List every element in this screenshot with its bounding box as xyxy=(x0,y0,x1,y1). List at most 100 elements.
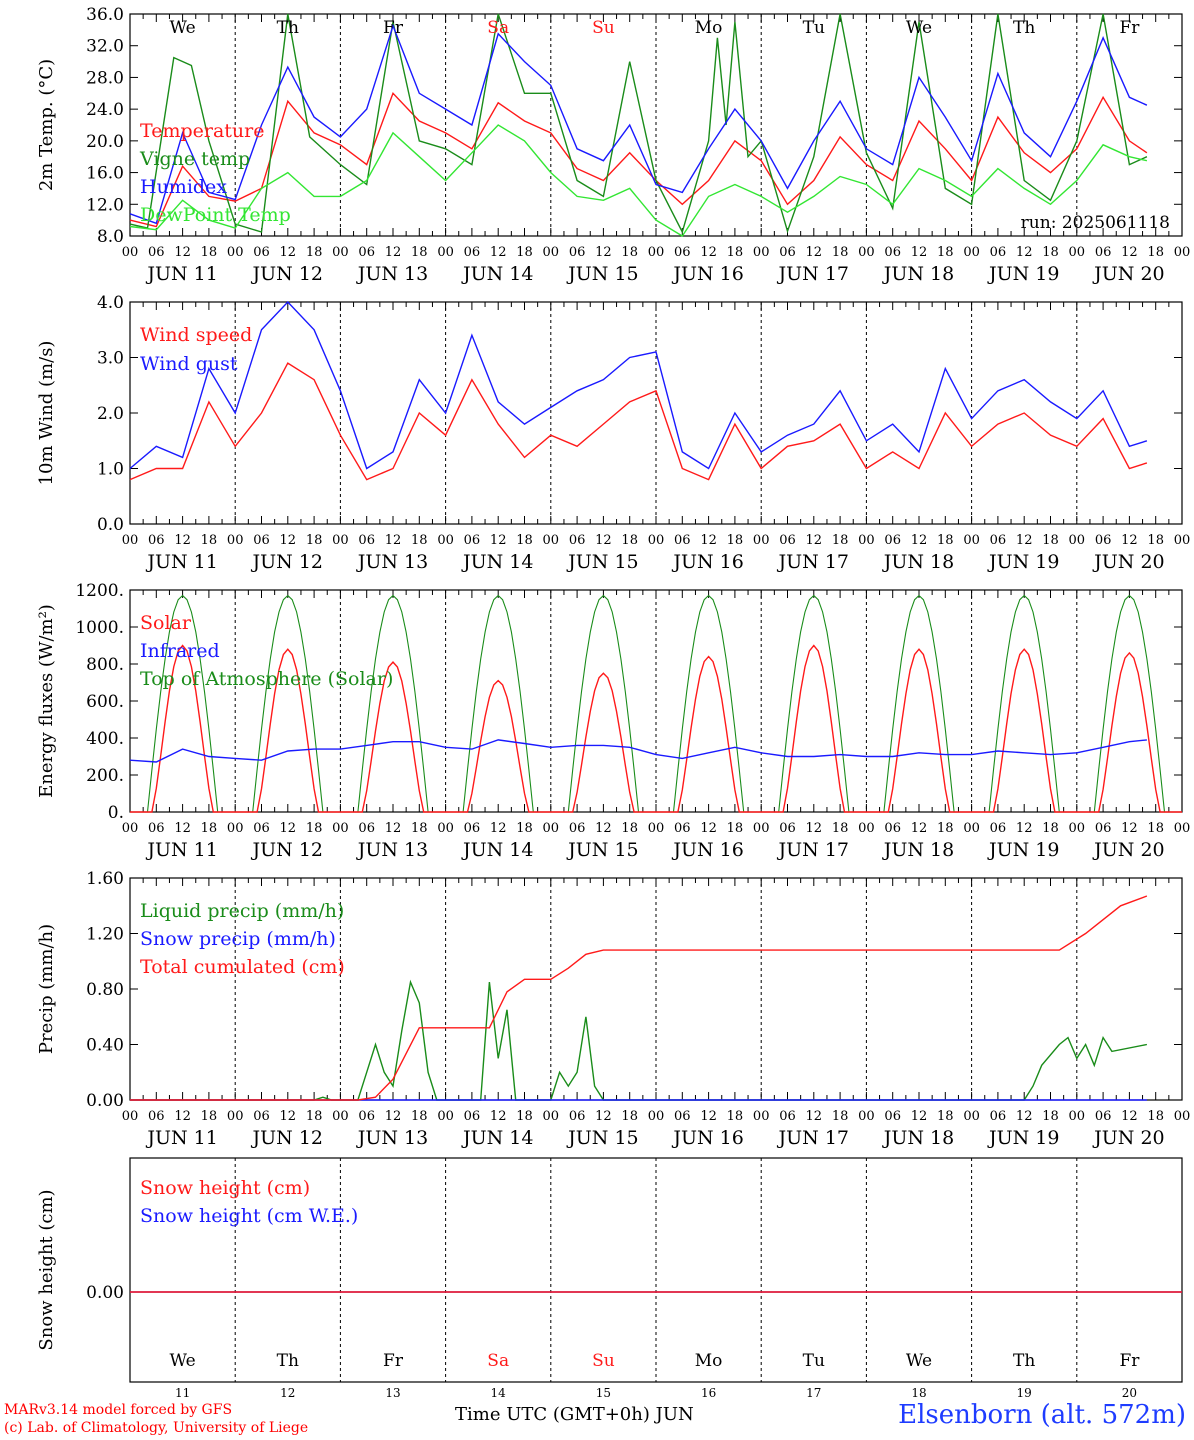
hour-tick-label: 06 xyxy=(884,821,901,836)
hour-tick-label: 18 xyxy=(411,1109,428,1124)
hour-tick-label: 18 xyxy=(411,245,428,260)
day-number-label: 20 xyxy=(1122,1386,1137,1400)
hour-tick-label: 12 xyxy=(911,533,928,548)
hour-tick-label: 18 xyxy=(201,1109,218,1124)
hour-tick-label: 00 xyxy=(122,1109,139,1124)
weekday-label: Fr xyxy=(383,18,404,38)
hour-tick-label: 00 xyxy=(963,821,980,836)
hour-tick-label: 06 xyxy=(148,821,165,836)
y-tick-label: 800. xyxy=(86,655,124,675)
hour-tick-label: 12 xyxy=(700,1109,717,1124)
hour-tick-label: 12 xyxy=(806,821,823,836)
y-tick-label: 12.0 xyxy=(86,195,124,215)
legend-entry: Solar xyxy=(140,612,192,634)
hour-tick-label: 12 xyxy=(385,821,402,836)
hour-tick-label: 06 xyxy=(569,1109,586,1124)
hour-tick-label: 18 xyxy=(621,533,638,548)
date-label: JUN 15 xyxy=(566,263,638,285)
weekday-label: Tu xyxy=(803,1351,825,1371)
hour-tick-label: 18 xyxy=(1042,821,1059,836)
date-label: JUN 16 xyxy=(671,263,743,285)
y-tick-label: 20.0 xyxy=(86,132,124,152)
hour-tick-label: 06 xyxy=(569,245,586,260)
hour-tick-label: 00 xyxy=(122,821,139,836)
hour-tick-label: 00 xyxy=(648,821,665,836)
legend-entry: DewPoint Temp xyxy=(140,204,291,226)
hour-tick-label: 12 xyxy=(280,1109,297,1124)
hour-tick-label: 00 xyxy=(227,821,244,836)
y-tick-label: 1000. xyxy=(75,618,124,638)
hour-tick-label: 18 xyxy=(621,821,638,836)
day-number-label: 17 xyxy=(806,1386,821,1400)
hour-tick-label: 18 xyxy=(937,821,954,836)
date-label: JUN 17 xyxy=(777,1127,849,1149)
time-axis-title: Time UTC (GMT+0h) xyxy=(455,1404,650,1425)
hour-tick-label: 12 xyxy=(385,245,402,260)
weekday-label: We xyxy=(906,18,932,38)
hour-tick-label: 06 xyxy=(358,533,375,548)
weekday-label: Sa xyxy=(487,1351,509,1371)
y-tick-label: 32.0 xyxy=(86,37,124,57)
date-label: JUN 13 xyxy=(356,1127,428,1149)
hour-tick-label: 06 xyxy=(253,533,270,548)
hour-tick-label: 18 xyxy=(516,1109,533,1124)
hour-tick-label: 00 xyxy=(437,245,454,260)
hour-tick-label: 12 xyxy=(806,245,823,260)
hour-tick-label: 18 xyxy=(306,245,323,260)
total-cumulated-cm--line xyxy=(130,895,1148,1101)
hour-tick-label: 18 xyxy=(516,821,533,836)
hour-tick-label: 00 xyxy=(122,245,139,260)
wind-gust-line xyxy=(129,300,1148,470)
day-number-label: 13 xyxy=(385,1386,400,1400)
date-label: JUN 11 xyxy=(145,263,217,285)
run-annotation: run: 2025061118 xyxy=(1021,213,1170,233)
hour-tick-label: 18 xyxy=(201,245,218,260)
legend-entry: Snow precip (mm/h) xyxy=(140,928,336,950)
hour-tick-label: 00 xyxy=(648,533,665,548)
date-label: JUN 19 xyxy=(987,1127,1059,1149)
hour-tick-label: 12 xyxy=(595,1109,612,1124)
legend-entry: Humidex xyxy=(140,176,227,198)
hour-tick-label: 06 xyxy=(779,245,796,260)
hour-tick-label: 18 xyxy=(832,245,849,260)
hour-tick-label: 00 xyxy=(1174,1109,1191,1124)
hour-tick-label: 18 xyxy=(727,245,744,260)
date-label: JUN 11 xyxy=(145,839,217,861)
y-axis-label: Energy fluxes (W/m²) xyxy=(36,604,57,798)
hour-tick-label: 06 xyxy=(674,821,691,836)
hour-tick-label: 12 xyxy=(911,1109,928,1124)
hour-tick-label: 12 xyxy=(700,533,717,548)
hour-tick-label: 00 xyxy=(543,1109,560,1124)
hour-tick-label: 12 xyxy=(595,533,612,548)
hour-tick-label: 12 xyxy=(490,533,507,548)
hour-tick-label: 18 xyxy=(201,533,218,548)
hour-tick-label: 18 xyxy=(937,533,954,548)
hour-tick-label: 18 xyxy=(621,1109,638,1124)
hour-tick-label: 00 xyxy=(753,1109,770,1124)
hour-tick-label: 18 xyxy=(1147,245,1164,260)
date-label: JUN 12 xyxy=(251,1127,323,1149)
station-name: Elsenborn (alt. 572m) xyxy=(898,1400,1186,1430)
y-tick-label: 1.0 xyxy=(97,460,124,480)
hour-tick-label: 06 xyxy=(253,821,270,836)
hour-tick-label: 06 xyxy=(990,533,1007,548)
day-number-label: 19 xyxy=(1017,1386,1032,1400)
hour-tick-label: 00 xyxy=(122,533,139,548)
hour-tick-label: 18 xyxy=(516,533,533,548)
hour-tick-label: 18 xyxy=(1147,1109,1164,1124)
date-label: JUN 16 xyxy=(671,1127,743,1149)
lab-credit: (c) Lab. of Climatology, University of L… xyxy=(4,1420,309,1436)
hour-tick-label: 06 xyxy=(884,1109,901,1124)
date-label: JUN 16 xyxy=(671,551,743,573)
hour-tick-label: 06 xyxy=(464,245,481,260)
hour-tick-label: 00 xyxy=(963,245,980,260)
y-tick-label: 1.20 xyxy=(86,925,124,945)
hour-tick-label: 12 xyxy=(174,245,191,260)
hour-tick-label: 00 xyxy=(1174,821,1191,836)
temperature-line xyxy=(129,92,1148,228)
hour-tick-label: 18 xyxy=(1042,245,1059,260)
hour-tick-label: 00 xyxy=(1174,245,1191,260)
day-number-label: 14 xyxy=(491,1386,507,1400)
weekday-label: Su xyxy=(592,18,615,38)
